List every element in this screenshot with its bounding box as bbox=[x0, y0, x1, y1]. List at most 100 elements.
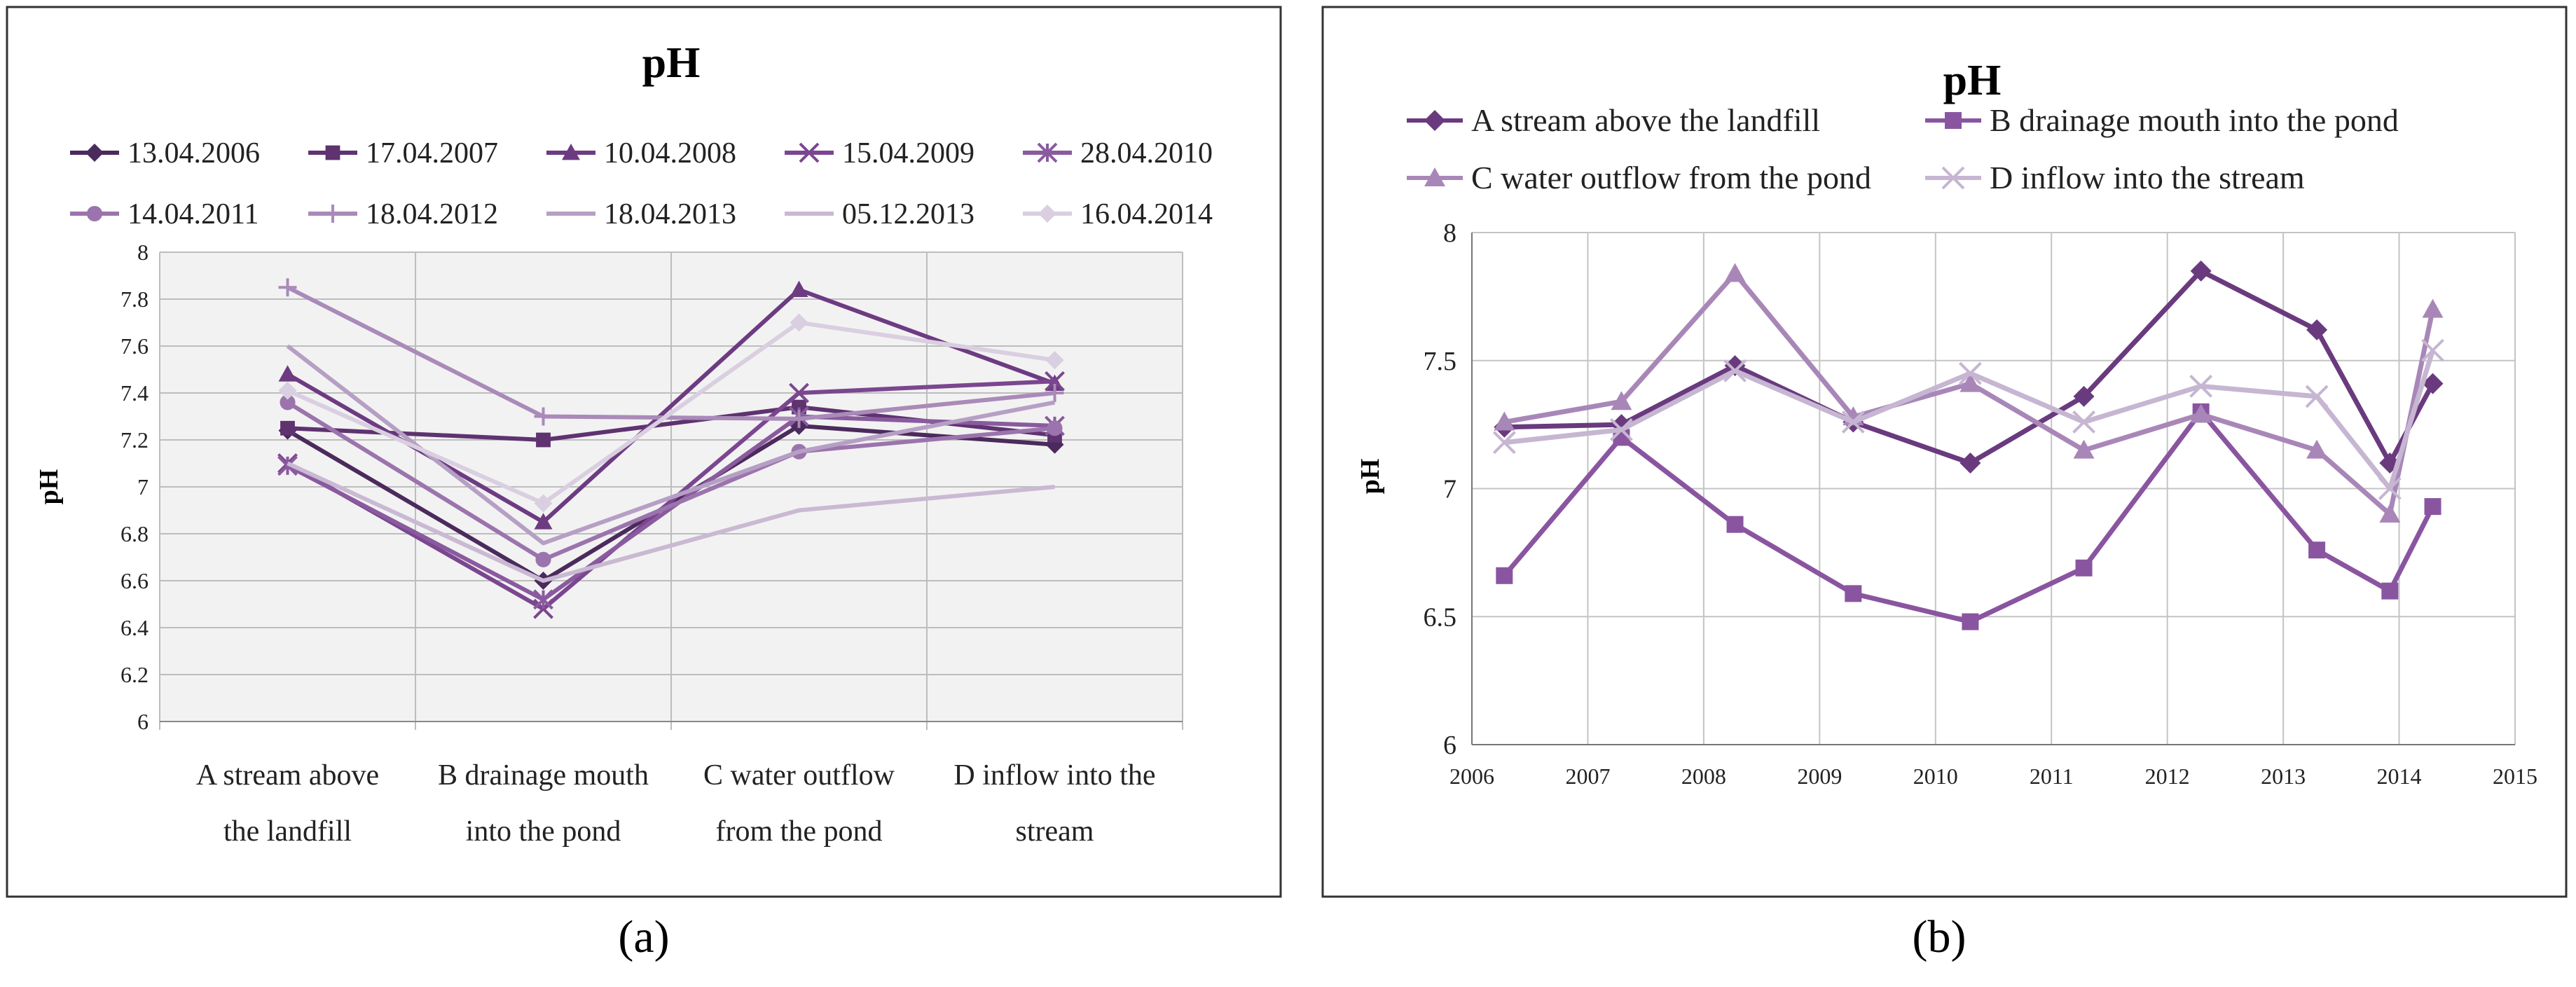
chart-b-data-point bbox=[1723, 359, 1747, 382]
chart-a-series-line bbox=[286, 344, 1056, 546]
chart-b-data-point bbox=[2189, 374, 2213, 398]
chart-a-y-tick-label: 6.4 bbox=[120, 615, 149, 640]
chart-a-legend-marker bbox=[325, 145, 340, 160]
chart-a-data-point bbox=[535, 551, 551, 567]
chart-a-legend-marker bbox=[324, 205, 342, 223]
chart-b-data-point bbox=[2421, 338, 2444, 362]
chart-a-y-tick-label: 6.6 bbox=[120, 568, 149, 593]
chart-b-data-point bbox=[2424, 498, 2441, 516]
chart-b-series-line bbox=[1503, 350, 2435, 491]
chart-a-series-8 bbox=[287, 461, 1055, 583]
chart-a-legend-entry: 10.04.2008 bbox=[546, 137, 736, 170]
chart-b-legend-marker bbox=[1941, 166, 1965, 190]
chart-b-data-point bbox=[1724, 263, 1746, 282]
chart-a-data-point bbox=[533, 589, 553, 610]
chart-b-data-point bbox=[2306, 319, 2328, 340]
chart-a-data-point bbox=[278, 381, 297, 400]
chart-a-series-line bbox=[287, 285, 1055, 421]
chart-a-x-category-label: C water outflow bbox=[703, 759, 895, 792]
chart-a-x-category-label: into the pond bbox=[466, 815, 621, 848]
chart-b-data-point bbox=[1726, 516, 1744, 533]
chart-a-legend-label: 05.12.2013 bbox=[842, 198, 974, 230]
chart-b-y-ticks: 6 6.5 7 7.5 8 bbox=[1424, 219, 1457, 760]
chart-b-series-3 bbox=[1492, 338, 2444, 500]
chart-a-y-tick-label: 7.8 bbox=[120, 287, 149, 312]
chart-b-legend-entry: B drainage mouth into the pond bbox=[1925, 102, 2399, 138]
chart-a-series-6 bbox=[278, 278, 1064, 428]
chart-b-legend-marker bbox=[1945, 112, 1962, 129]
chart-a-y-tick-label: 6.8 bbox=[120, 521, 149, 546]
chart-a-legend-entry: 15.04.2009 bbox=[785, 137, 974, 170]
chart-a-legend-label: 18.04.2012 bbox=[366, 198, 498, 230]
chart-a-series-5 bbox=[280, 394, 1063, 567]
chart-a-legend-label: 28.04.2010 bbox=[1080, 137, 1213, 170]
chart-b-svg: pH pH 6 6.5 7 7.5 8 2006 2007 2008 2009 2010 2011… bbox=[1321, 6, 2568, 898]
chart-a-legend: 13.04.2006 17.04.2007 10.04.2008 15.04.2009… bbox=[70, 137, 1213, 230]
chart-a-legend-marker bbox=[799, 142, 820, 163]
chart-b-series-line bbox=[1502, 409, 2435, 625]
chart-b-data-point bbox=[1959, 373, 1981, 392]
chart-b-data-point bbox=[2381, 582, 2399, 600]
chart-a-series-line bbox=[287, 379, 1055, 612]
chart-b-series bbox=[1492, 260, 2444, 630]
chart-a-data-point bbox=[789, 382, 809, 403]
chart-a-series bbox=[277, 278, 1065, 619]
chart-panel-b: pH pH 6 6.5 7 7.5 8 2006 2007 2008 2009 2010 2011… bbox=[1288, 0, 2576, 987]
chart-a-legend-label: 15.04.2009 bbox=[842, 137, 974, 170]
chart-b-data-point bbox=[2190, 403, 2212, 423]
chart-a-series-line bbox=[287, 320, 1055, 506]
chart-a-legend-entry: 18.04.2013 bbox=[546, 198, 736, 230]
panel-label-a: (a) bbox=[618, 911, 670, 962]
chart-b-data-point bbox=[2306, 439, 2328, 459]
chart-a-data-point bbox=[534, 513, 553, 530]
chart-b-legend-label: B drainage mouth into the pond bbox=[1990, 102, 2399, 138]
chart-b-y-axis-label: pH bbox=[1356, 459, 1385, 495]
chart-a-legend-label: 16.04.2014 bbox=[1080, 198, 1213, 230]
chart-a-data-point bbox=[534, 407, 553, 426]
chart-b-legend-marker bbox=[1424, 167, 1445, 186]
chart-b-series-line bbox=[1504, 268, 2435, 466]
chart-b-legend: A stream above the landfill B drainage mo… bbox=[1407, 102, 2399, 195]
chart-a-data-point bbox=[278, 365, 297, 382]
chart-b-data-point bbox=[2072, 410, 2095, 434]
chart-a-data-point bbox=[280, 394, 296, 410]
chart-a-legend-marker bbox=[86, 205, 103, 222]
chart-b-x-tick-label: 2014 bbox=[2377, 764, 2422, 789]
chart-a-series-7 bbox=[286, 344, 1056, 546]
chart-b-x-tick-label: 2010 bbox=[1913, 764, 1958, 789]
chart-a-legend-entry: 05.12.2013 bbox=[785, 198, 974, 230]
chart-a-data-point bbox=[533, 598, 553, 619]
chart-b-x-tick-label: 2012 bbox=[2145, 764, 2190, 789]
chart-b-x-tick-label: 2011 bbox=[2030, 764, 2074, 789]
chart-b-x-tick-label: 2008 bbox=[1681, 764, 1726, 789]
chart-a-y-ticks: 6 6.2 6.4 6.6 6.8 7 7.2 7.4 7.6 7.8 8 bbox=[120, 240, 149, 734]
chart-a-legend-label: 10.04.2008 bbox=[604, 137, 736, 170]
chart-b-x-tick-label: 2009 bbox=[1797, 764, 1842, 789]
chart-a-legend-entry: 16.04.2014 bbox=[1023, 198, 1213, 230]
chart-b-legend-label: C water outflow from the pond bbox=[1471, 160, 1871, 195]
chart-a-y-tick-label: 7.2 bbox=[120, 427, 149, 453]
chart-b-data-point bbox=[1611, 391, 1632, 410]
chart-b-data-point bbox=[2378, 477, 2402, 500]
chart-a-svg: pH pH 6 6.2 6.4 6.6 6.8 7 7.2 7.4 7.6 7.8 8 A stre… bbox=[6, 6, 1282, 898]
chart-a-legend-entry: 28.04.2010 bbox=[1023, 137, 1213, 170]
chart-b-data-point bbox=[2073, 385, 2095, 407]
chart-a-x-category-label: stream bbox=[1016, 815, 1094, 848]
chart-b-legend-entry: C water outflow from the pond bbox=[1407, 160, 1871, 195]
chart-b-legend-entry: D inflow into the stream bbox=[1925, 160, 2305, 195]
chart-b-data-point bbox=[1841, 410, 1865, 434]
chart-a-y-tick-label: 7.4 bbox=[120, 380, 149, 406]
chart-a-data-point bbox=[790, 313, 808, 332]
chart-a-y-tick-label: 8 bbox=[137, 240, 149, 265]
chart-b-x-tick-label: 2006 bbox=[1449, 764, 1494, 789]
chart-a-data-point bbox=[1045, 351, 1064, 370]
chart-a-data-point bbox=[1045, 371, 1065, 392]
chart-panel-a: pH pH 6 6.2 6.4 6.6 6.8 7 7.2 7.4 7.6 7.8 8 A stre… bbox=[6, 6, 1282, 898]
chart-a-data-point bbox=[534, 494, 553, 513]
chart-b-data-point bbox=[1845, 585, 1862, 602]
chart-a-data-point bbox=[536, 432, 551, 448]
chart-b-legend-label: D inflow into the stream bbox=[1990, 160, 2305, 195]
chart-a-y-axis-label: pH bbox=[34, 469, 64, 505]
chart-b-data-point bbox=[2073, 439, 2095, 459]
chart-b-y-tick-label: 7.5 bbox=[1424, 347, 1457, 376]
